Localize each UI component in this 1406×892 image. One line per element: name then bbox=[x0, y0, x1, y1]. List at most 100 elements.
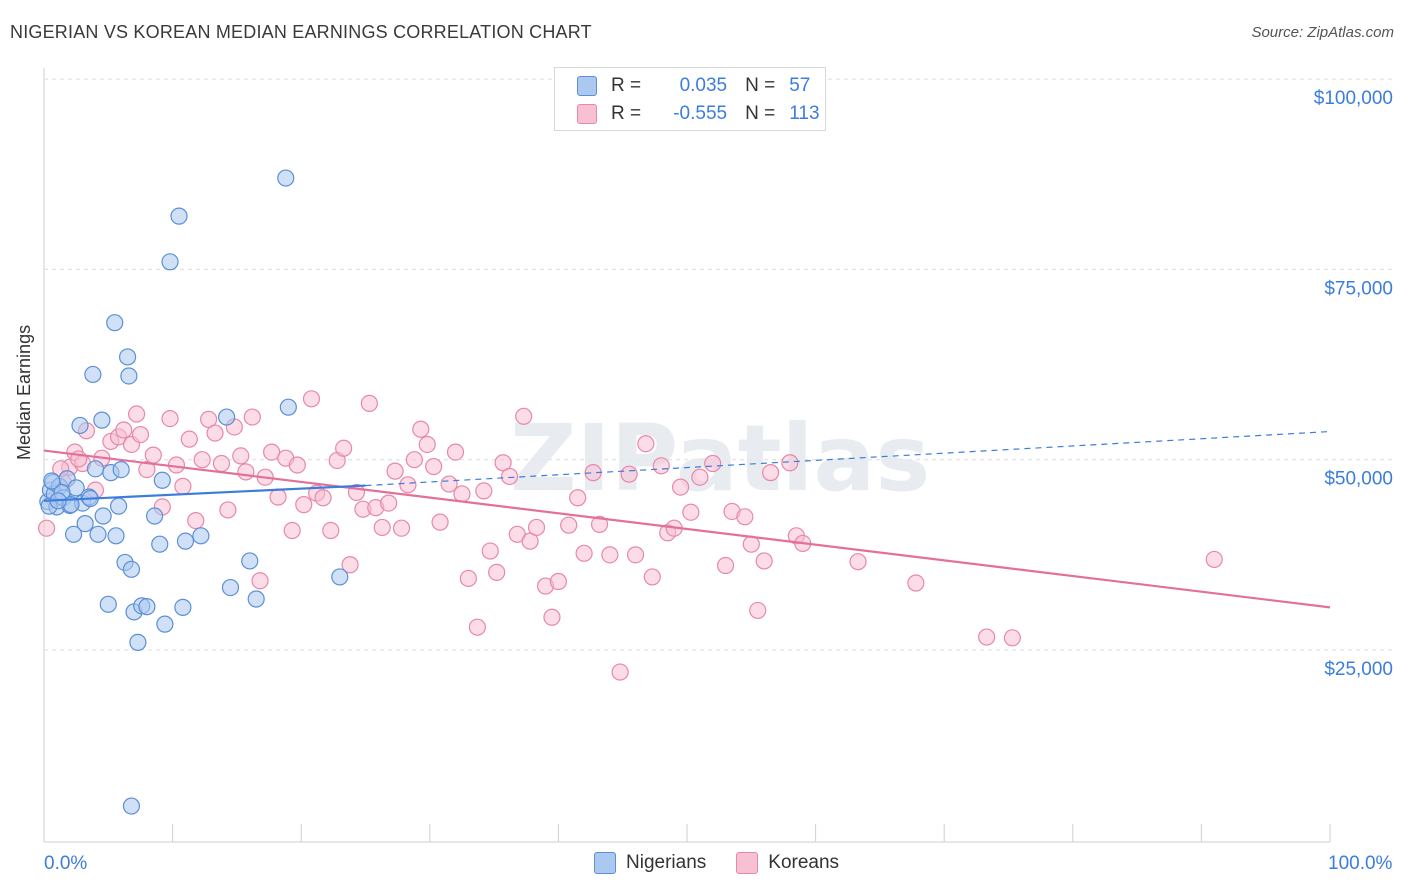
n-value: 57 bbox=[789, 75, 811, 96]
nigerian-point bbox=[241, 552, 259, 570]
nigerian-point bbox=[107, 527, 125, 545]
legend-item-nigerians[interactable]: Nigerians bbox=[594, 852, 706, 874]
nigerian-point bbox=[89, 525, 107, 543]
nigerian-point bbox=[145, 507, 164, 525]
korean-point bbox=[446, 443, 465, 461]
korean-point bbox=[601, 546, 619, 564]
korean-point bbox=[440, 475, 458, 493]
y-axis-label: Median Earnings bbox=[14, 324, 34, 460]
nigerian-point bbox=[247, 590, 265, 608]
series-legend: Nigerians Koreans bbox=[594, 852, 869, 874]
korean-point bbox=[761, 464, 780, 482]
korean-point bbox=[1003, 629, 1021, 647]
nigerian-point bbox=[122, 560, 141, 578]
r-value: -0.555 bbox=[673, 103, 728, 124]
nigerian-point bbox=[120, 367, 138, 385]
nigerian-point bbox=[43, 472, 61, 490]
nigerian-point bbox=[94, 507, 112, 525]
korean-point bbox=[671, 478, 690, 496]
korean-point bbox=[652, 457, 670, 475]
korean-point bbox=[161, 409, 179, 428]
koreans-swatch bbox=[577, 104, 597, 124]
korean-point bbox=[755, 552, 773, 570]
n-label: N = bbox=[745, 75, 776, 96]
korean-point bbox=[620, 465, 638, 483]
y-tick-label: $50,000 bbox=[1324, 469, 1393, 490]
korean-point bbox=[637, 435, 655, 453]
korean-point bbox=[373, 518, 391, 537]
nigerians-trend-line bbox=[43, 484, 366, 502]
nigerian-point bbox=[122, 797, 141, 815]
koreans-trend-line bbox=[43, 449, 1331, 609]
korean-point bbox=[569, 489, 587, 507]
korean-point bbox=[560, 516, 578, 534]
korean-point bbox=[575, 544, 593, 562]
korean-point bbox=[716, 556, 735, 575]
korean-point bbox=[144, 446, 162, 464]
korean-point bbox=[219, 501, 237, 519]
korean-point bbox=[174, 477, 192, 495]
nigerian-point bbox=[76, 515, 94, 533]
korean-point bbox=[543, 608, 561, 626]
korean-point bbox=[131, 425, 150, 444]
nigerian-point bbox=[84, 365, 102, 384]
korean-point bbox=[392, 519, 411, 537]
nigerian-point bbox=[221, 578, 240, 597]
korean-point bbox=[232, 447, 250, 465]
korean-point bbox=[322, 521, 340, 540]
korean-point bbox=[781, 454, 799, 472]
nigerian-point bbox=[99, 595, 117, 613]
legend-item-koreans[interactable]: Koreans bbox=[736, 852, 839, 874]
y-tick-label: $100,000 bbox=[1314, 88, 1393, 109]
n-label: N = bbox=[745, 103, 776, 124]
korean-point bbox=[468, 618, 486, 636]
korean-point bbox=[626, 546, 645, 564]
korean-point bbox=[127, 405, 146, 423]
legend-row-koreans: R = -0.555 N = 113 bbox=[577, 102, 820, 126]
korean-point bbox=[488, 563, 506, 581]
koreans-swatch bbox=[736, 852, 759, 874]
korean-point bbox=[251, 572, 269, 590]
korean-point bbox=[405, 451, 423, 469]
nigerian-point bbox=[118, 348, 137, 366]
korean-point bbox=[193, 451, 211, 469]
r-label: R = bbox=[611, 103, 642, 124]
nigerian-point bbox=[71, 416, 89, 435]
nigerian-point bbox=[176, 532, 195, 550]
korean-point bbox=[269, 488, 287, 506]
korean-point bbox=[590, 515, 609, 534]
nigerian-point bbox=[170, 207, 188, 225]
nigerians-trend-extension bbox=[365, 430, 1331, 487]
korean-point bbox=[682, 503, 700, 521]
nigerian-point bbox=[106, 314, 124, 332]
korean-point bbox=[978, 628, 996, 646]
nigerian-point bbox=[174, 598, 192, 616]
y-tick-label: $25,000 bbox=[1324, 659, 1393, 680]
korean-point bbox=[691, 468, 709, 486]
x-tick-label-max: 100.0% bbox=[1328, 853, 1393, 874]
korean-point bbox=[288, 456, 306, 474]
trend-layer bbox=[43, 430, 1331, 609]
nigerian-point bbox=[151, 535, 169, 553]
nigerian-point bbox=[86, 460, 105, 478]
korean-point bbox=[515, 407, 533, 425]
nigerian-point bbox=[93, 411, 111, 429]
korean-point bbox=[360, 394, 378, 412]
korean-point bbox=[341, 556, 359, 574]
legend-label-nigerians: Nigerians bbox=[626, 852, 707, 873]
korean-point bbox=[736, 508, 754, 526]
korean-point bbox=[206, 424, 224, 442]
nigerian-point bbox=[129, 633, 147, 651]
korean-point bbox=[180, 430, 198, 448]
korean-point bbox=[187, 511, 205, 530]
r-label: R = bbox=[611, 75, 642, 96]
nigerian-point bbox=[277, 169, 295, 187]
nigerian-point bbox=[161, 253, 179, 271]
korean-point bbox=[418, 435, 436, 454]
nigerian-point bbox=[138, 598, 156, 616]
korean-point bbox=[302, 390, 321, 408]
nigerians-swatch bbox=[594, 852, 616, 874]
nigerian-point bbox=[156, 615, 174, 633]
korean-point bbox=[453, 485, 471, 503]
